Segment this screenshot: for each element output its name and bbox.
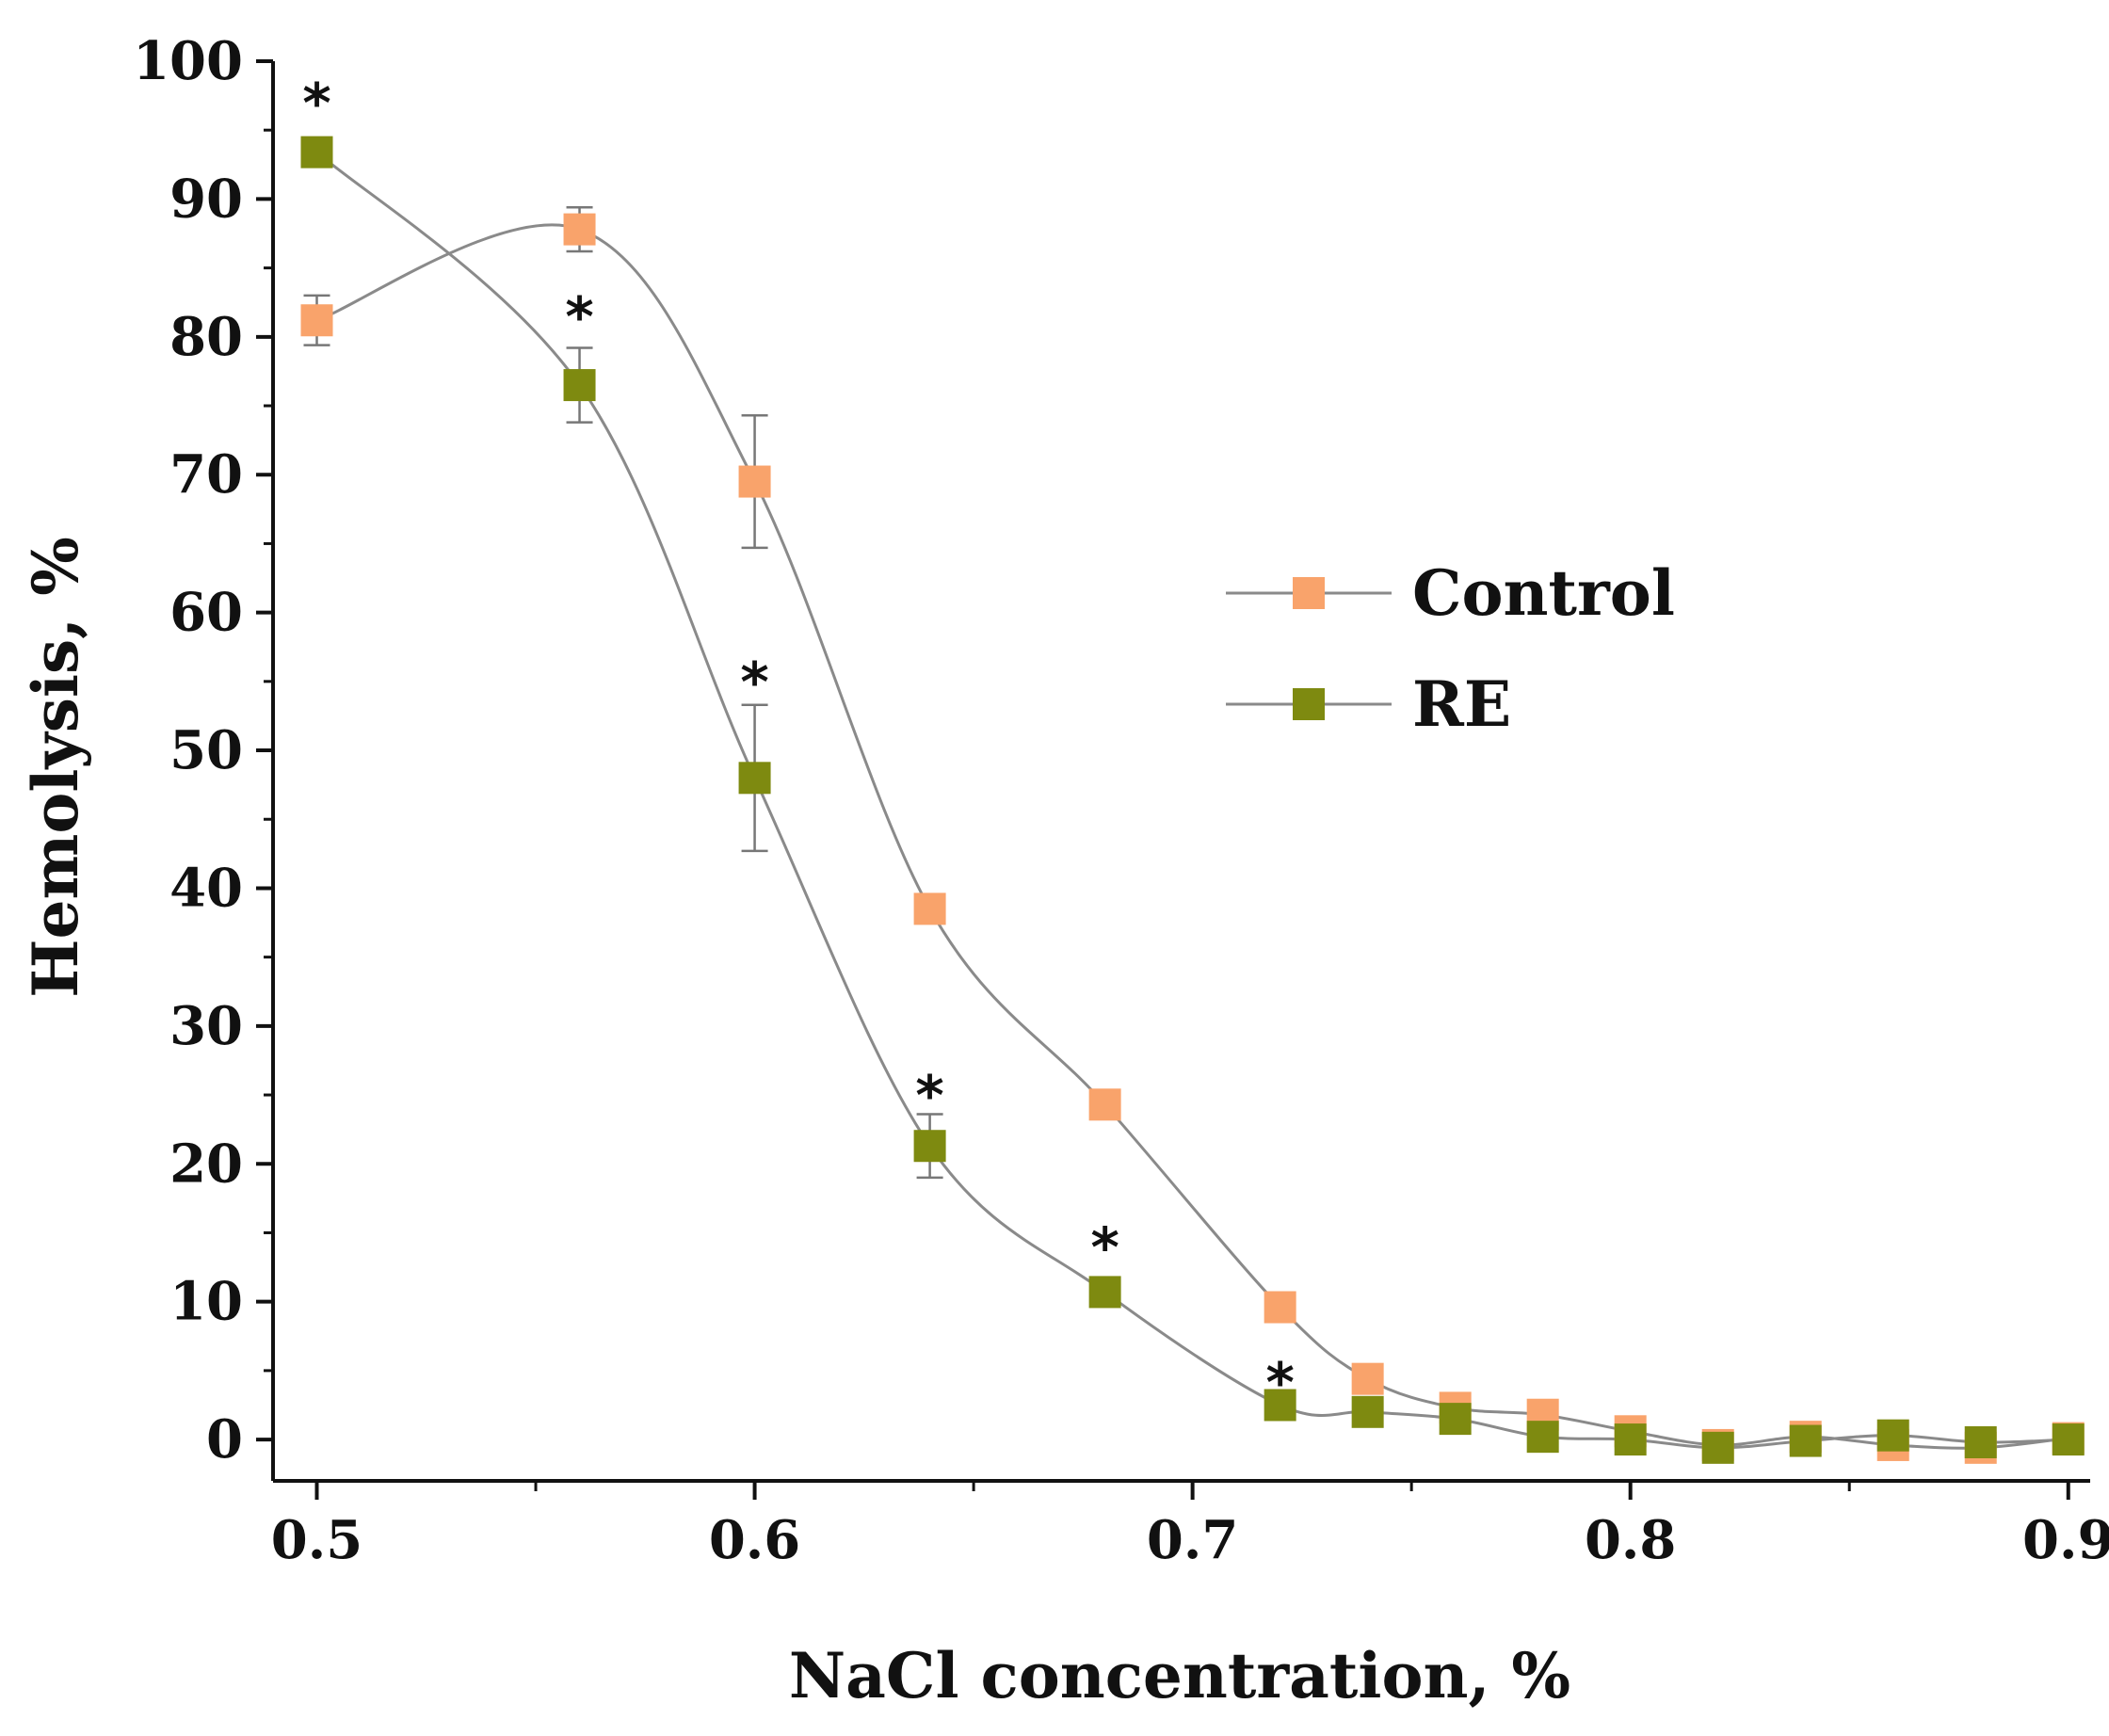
- point-control: [738, 465, 771, 498]
- point-control: [913, 892, 946, 925]
- legend-label-re: RE: [1412, 667, 1511, 741]
- significance-star: *: [915, 1064, 943, 1128]
- point-re: [1088, 1276, 1121, 1309]
- point-re: [738, 762, 771, 795]
- point-re: [1789, 1424, 1822, 1457]
- significance-star: *: [302, 72, 330, 136]
- x-tick-label: 0.6: [709, 1509, 800, 1571]
- legend: Control RE: [1226, 556, 1675, 741]
- significance-star: *: [1090, 1215, 1119, 1279]
- significance-star: *: [1265, 1350, 1294, 1414]
- y-tick-label: 90: [169, 168, 243, 230]
- x-tick-label: 0.7: [1147, 1509, 1238, 1571]
- y-tick-label: 50: [169, 719, 243, 781]
- y-tick-label: 60: [169, 582, 243, 644]
- axes-layer: 0 10 20 30 40 50 60 70 80 90 100 0.5 0.6 0.7 0.8 0.9: [133, 30, 2109, 1571]
- y-tick-label: 80: [169, 306, 243, 368]
- x-axis-title: NaCl concentration, %: [789, 1639, 1570, 1712]
- legend-swatch-control: [1293, 577, 1325, 609]
- x-tick-label: 0.5: [271, 1509, 362, 1571]
- errorbars-layer: [303, 137, 1294, 1321]
- x-tick-label: 0.8: [1585, 1509, 1676, 1571]
- point-control: [1264, 1291, 1296, 1324]
- point-control: [1088, 1088, 1121, 1121]
- y-tick-label: 20: [169, 1133, 243, 1195]
- y-tick-label: 0: [206, 1408, 243, 1471]
- significance-star: *: [740, 651, 768, 715]
- point-re: [1614, 1423, 1647, 1456]
- point-re: [1351, 1395, 1384, 1428]
- point-re: [2052, 1423, 2085, 1456]
- legend-label-control: Control: [1412, 556, 1675, 630]
- x-tick-label: 0.9: [2022, 1509, 2109, 1571]
- point-re: [913, 1130, 946, 1163]
- y-tick-label: 10: [169, 1271, 243, 1333]
- y-tick-label: 40: [169, 857, 243, 919]
- y-tick-label: 100: [133, 30, 243, 92]
- y-axis-title: Hemolysis, %: [19, 537, 92, 998]
- point-re: [1439, 1403, 1472, 1436]
- point-control: [563, 213, 596, 246]
- point-re: [1701, 1431, 1734, 1464]
- point-re: [1876, 1419, 1909, 1452]
- annotations-layer: * * * * * *: [302, 72, 1294, 1415]
- point-control: [1351, 1362, 1384, 1395]
- y-tick-label: 30: [169, 995, 243, 1057]
- markers-layer: [300, 136, 2085, 1464]
- point-re: [1264, 1389, 1296, 1422]
- legend-swatch-re: [1293, 688, 1325, 720]
- significance-star: *: [565, 285, 593, 349]
- point-re: [563, 369, 596, 402]
- point-control: [300, 304, 333, 337]
- point-re: [1526, 1421, 1559, 1454]
- point-re: [300, 136, 333, 169]
- point-re: [1964, 1426, 1997, 1459]
- y-tick-label: 70: [169, 443, 243, 506]
